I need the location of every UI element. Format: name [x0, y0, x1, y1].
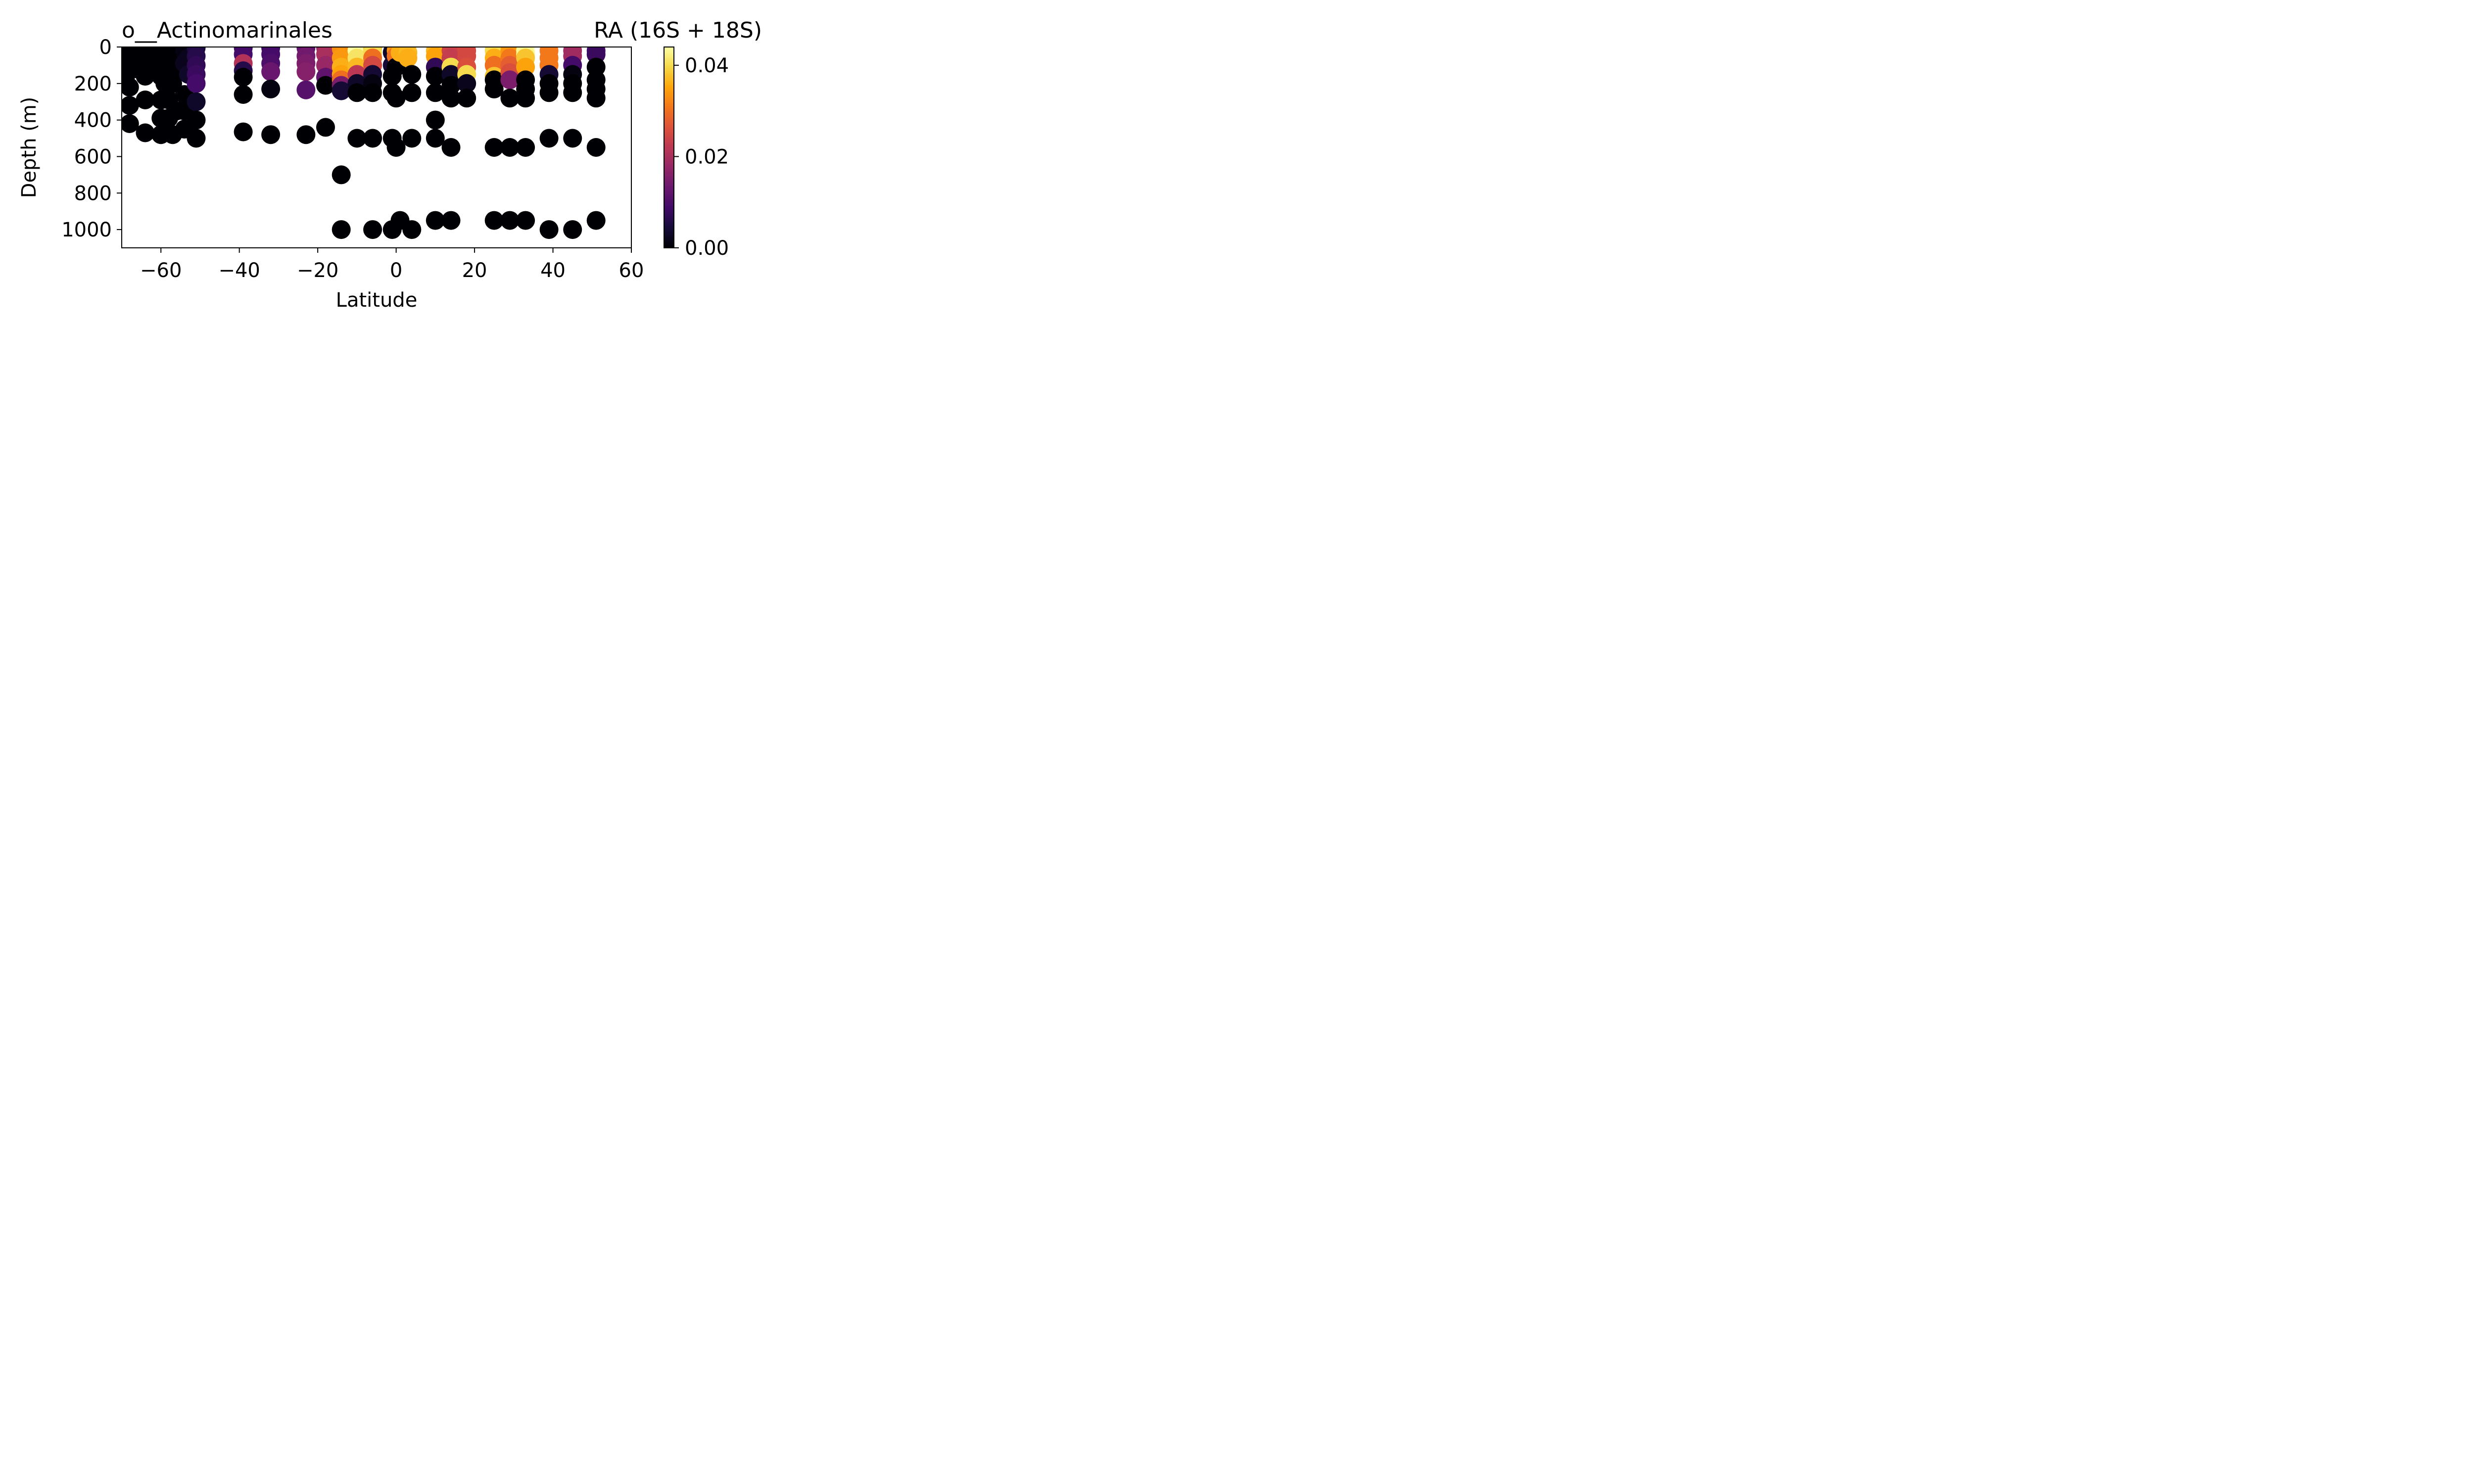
scatter-point: [426, 110, 445, 130]
scatter-point: [402, 129, 422, 148]
scatter-point: [187, 129, 206, 148]
scatter-point: [136, 123, 155, 142]
scatter-point: [347, 83, 367, 102]
scatter-point: [426, 83, 445, 102]
scatter-point: [316, 118, 335, 137]
scatter-point: [426, 129, 445, 148]
scatter-point: [187, 110, 206, 130]
scatter-point: [234, 67, 253, 87]
colorbar: [664, 46, 674, 248]
chart-container: −60 −40 −20 0 20 40 60 0 200 400 600 800 1000 o__Ac…: [0, 0, 772, 324]
scatter-point: [500, 70, 520, 90]
scatter-point: [347, 129, 367, 148]
scatter-point: [332, 165, 351, 185]
scatter-point: [332, 81, 351, 100]
scatter-point: [398, 48, 418, 68]
data-points: [122, 47, 606, 239]
x-axis-label: Latitude: [336, 289, 418, 312]
scatter-point: [457, 89, 476, 108]
scatter-point: [441, 138, 461, 157]
scatter-point: [516, 211, 535, 230]
scatter-point: [261, 79, 281, 98]
x-tick-label: 40: [540, 259, 566, 282]
scatter-point: [563, 220, 582, 239]
scatter-point: [187, 92, 206, 111]
x-tick-label: −60: [140, 259, 182, 282]
x-tick-label: −20: [297, 259, 338, 282]
scatter-point: [500, 138, 520, 157]
colorbar-tick-label: 0.02: [685, 145, 729, 168]
scatter-point: [484, 138, 504, 157]
scatter-point: [363, 83, 382, 102]
scatter-point: [586, 89, 606, 108]
scatter-point: [234, 122, 253, 141]
scatter-point: [516, 138, 535, 157]
scatter-point: [296, 80, 316, 99]
colorbar-ticks: 0.00 0.02 0.04: [674, 54, 729, 260]
colorbar-tick-label: 0.00: [685, 237, 729, 260]
x-tick-label: −40: [218, 259, 260, 282]
scatter-point: [122, 114, 139, 133]
scatter-point: [563, 83, 582, 102]
scatter-point: [363, 129, 382, 148]
scatter-chart: −60 −40 −20 0 20 40 60 0 200 400 600 800 1000 o__Ac…: [18, 18, 762, 312]
scatter-point: [261, 62, 281, 81]
y-axis-label: Depth (m): [18, 97, 41, 198]
scatter-point: [187, 74, 206, 93]
x-axis: −60 −40 −20 0 20 40 60: [140, 248, 644, 282]
scatter-point: [586, 138, 606, 157]
scatter-point: [586, 211, 606, 230]
scatter-point: [363, 220, 382, 239]
chart-title: o__Actinomarinales: [122, 18, 333, 43]
scatter-point: [122, 78, 139, 97]
scatter-point: [484, 79, 504, 98]
x-tick-label: 60: [619, 259, 644, 282]
scatter-point: [426, 67, 445, 86]
scatter-point: [296, 125, 316, 144]
scatter-point: [441, 211, 461, 230]
y-tick-label: 200: [74, 73, 112, 95]
scatter-point: [457, 74, 476, 93]
scatter-point: [261, 125, 281, 144]
scatter-point: [516, 89, 535, 108]
scatter-point: [402, 83, 422, 102]
x-tick-label: 0: [390, 259, 402, 282]
scatter-point: [441, 89, 461, 108]
scatter-point: [136, 91, 155, 109]
y-tick-label: 800: [74, 182, 112, 205]
scatter-point: [234, 85, 253, 104]
scatter-point: [539, 83, 559, 102]
scatter-point: [402, 65, 422, 84]
scatter-point: [316, 76, 335, 95]
plot-frame: [121, 46, 632, 248]
y-axis: 0 200 400 600 800 1000: [61, 36, 122, 241]
y-tick-label: 1000: [61, 219, 112, 241]
scatter-point: [563, 129, 582, 148]
scatter-point: [386, 138, 406, 157]
x-tick-label: 20: [462, 259, 487, 282]
scatter-point: [296, 62, 316, 81]
scatter-point: [426, 211, 445, 230]
scatter-point: [386, 89, 406, 108]
scatter-point: [539, 129, 559, 148]
scatter-point: [402, 220, 422, 239]
y-tick-label: 400: [74, 109, 112, 132]
scatter-point: [332, 220, 351, 239]
scatter-point: [500, 211, 520, 230]
scatter-point: [484, 211, 504, 230]
colorbar-tick-label: 0.04: [685, 54, 729, 77]
scatter-point: [122, 96, 139, 115]
y-tick-label: 0: [99, 36, 112, 59]
scatter-point: [500, 89, 520, 108]
y-tick-label: 600: [74, 145, 112, 168]
colorbar-title: RA (16S + 18S): [594, 18, 762, 43]
scatter-point: [539, 220, 559, 239]
